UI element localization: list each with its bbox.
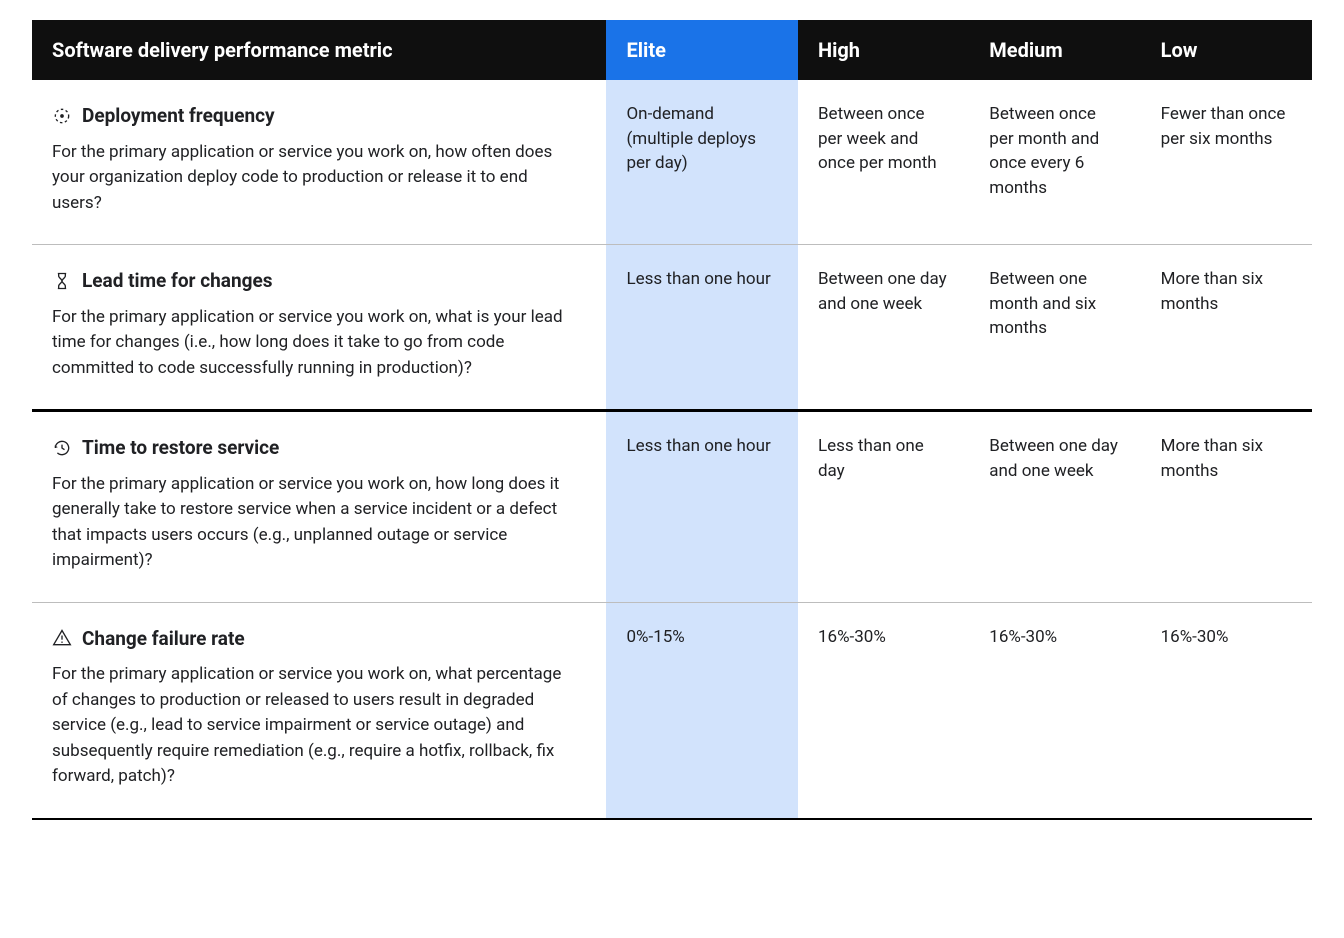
medium-cell: 16%-30% bbox=[969, 602, 1140, 819]
metric-description: For the primary application or service y… bbox=[52, 472, 586, 574]
medium-cell: Between one day and one week bbox=[969, 411, 1140, 603]
header-medium: Medium bbox=[969, 20, 1140, 80]
metric-description: For the primary application or service y… bbox=[52, 140, 586, 217]
elite-cell: Less than one hour bbox=[606, 411, 797, 603]
header-elite: Elite bbox=[606, 20, 797, 80]
header-metric: Software delivery performance metric bbox=[32, 20, 606, 80]
table-row: Change failure rate For the primary appli… bbox=[32, 602, 1312, 819]
metric-description: For the primary application or service y… bbox=[52, 305, 586, 382]
table-body: Deployment frequency For the primary appl… bbox=[32, 80, 1312, 819]
metric-header: Deployment frequency bbox=[52, 102, 586, 130]
restore-icon bbox=[52, 438, 72, 458]
low-cell: More than six months bbox=[1141, 411, 1312, 603]
table-row: Time to restore service For the primary a… bbox=[32, 411, 1312, 603]
metric-cell: Deployment frequency For the primary appl… bbox=[32, 80, 606, 245]
header-low: Low bbox=[1141, 20, 1312, 80]
table-row: Lead time for changes For the primary app… bbox=[32, 245, 1312, 411]
elite-cell: 0%-15% bbox=[606, 602, 797, 819]
warning-icon bbox=[52, 628, 72, 648]
metric-description: For the primary application or service y… bbox=[52, 662, 586, 790]
metric-cell: Time to restore service For the primary a… bbox=[32, 411, 606, 603]
metric-header: Change failure rate bbox=[52, 625, 586, 653]
table-header-row: Software delivery performance metric Eli… bbox=[32, 20, 1312, 80]
elite-cell: On-demand (multiple deploys per day) bbox=[606, 80, 797, 245]
metric-cell: Lead time for changes For the primary app… bbox=[32, 245, 606, 411]
elite-cell: Less than one hour bbox=[606, 245, 797, 411]
metric-header: Lead time for changes bbox=[52, 267, 586, 295]
medium-cell: Between one month and six months bbox=[969, 245, 1140, 411]
metrics-table: Software delivery performance metric Eli… bbox=[32, 20, 1312, 820]
metric-title: Lead time for changes bbox=[82, 267, 272, 295]
deploy-cycle-icon bbox=[52, 106, 72, 126]
high-cell: Between one day and one week bbox=[798, 245, 969, 411]
dora-metrics-table: Software delivery performance metric Eli… bbox=[32, 20, 1312, 820]
table-row: Deployment frequency For the primary appl… bbox=[32, 80, 1312, 245]
low-cell: 16%-30% bbox=[1141, 602, 1312, 819]
low-cell: More than six months bbox=[1141, 245, 1312, 411]
metric-title: Change failure rate bbox=[82, 625, 245, 653]
high-cell: Between once per week and once per month bbox=[798, 80, 969, 245]
high-cell: Less than one day bbox=[798, 411, 969, 603]
metric-header: Time to restore service bbox=[52, 434, 586, 462]
high-cell: 16%-30% bbox=[798, 602, 969, 819]
low-cell: Fewer than once per six months bbox=[1141, 80, 1312, 245]
medium-cell: Between once per month and once every 6 … bbox=[969, 80, 1140, 245]
hourglass-icon bbox=[52, 271, 72, 291]
metric-cell: Change failure rate For the primary appli… bbox=[32, 602, 606, 819]
metric-title: Deployment frequency bbox=[82, 102, 275, 130]
header-high: High bbox=[798, 20, 969, 80]
metric-title: Time to restore service bbox=[82, 434, 279, 462]
